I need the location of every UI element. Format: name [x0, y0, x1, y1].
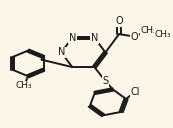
Text: CH₂: CH₂: [140, 26, 157, 35]
Text: N: N: [58, 47, 65, 57]
Text: O: O: [130, 32, 138, 42]
Text: Cl: Cl: [131, 87, 140, 97]
Text: CH₃: CH₃: [155, 30, 172, 39]
Text: N: N: [69, 33, 76, 43]
Text: CH₃: CH₃: [16, 81, 32, 90]
Text: S: S: [102, 76, 108, 86]
Text: N: N: [91, 33, 98, 43]
Text: O: O: [115, 16, 123, 26]
